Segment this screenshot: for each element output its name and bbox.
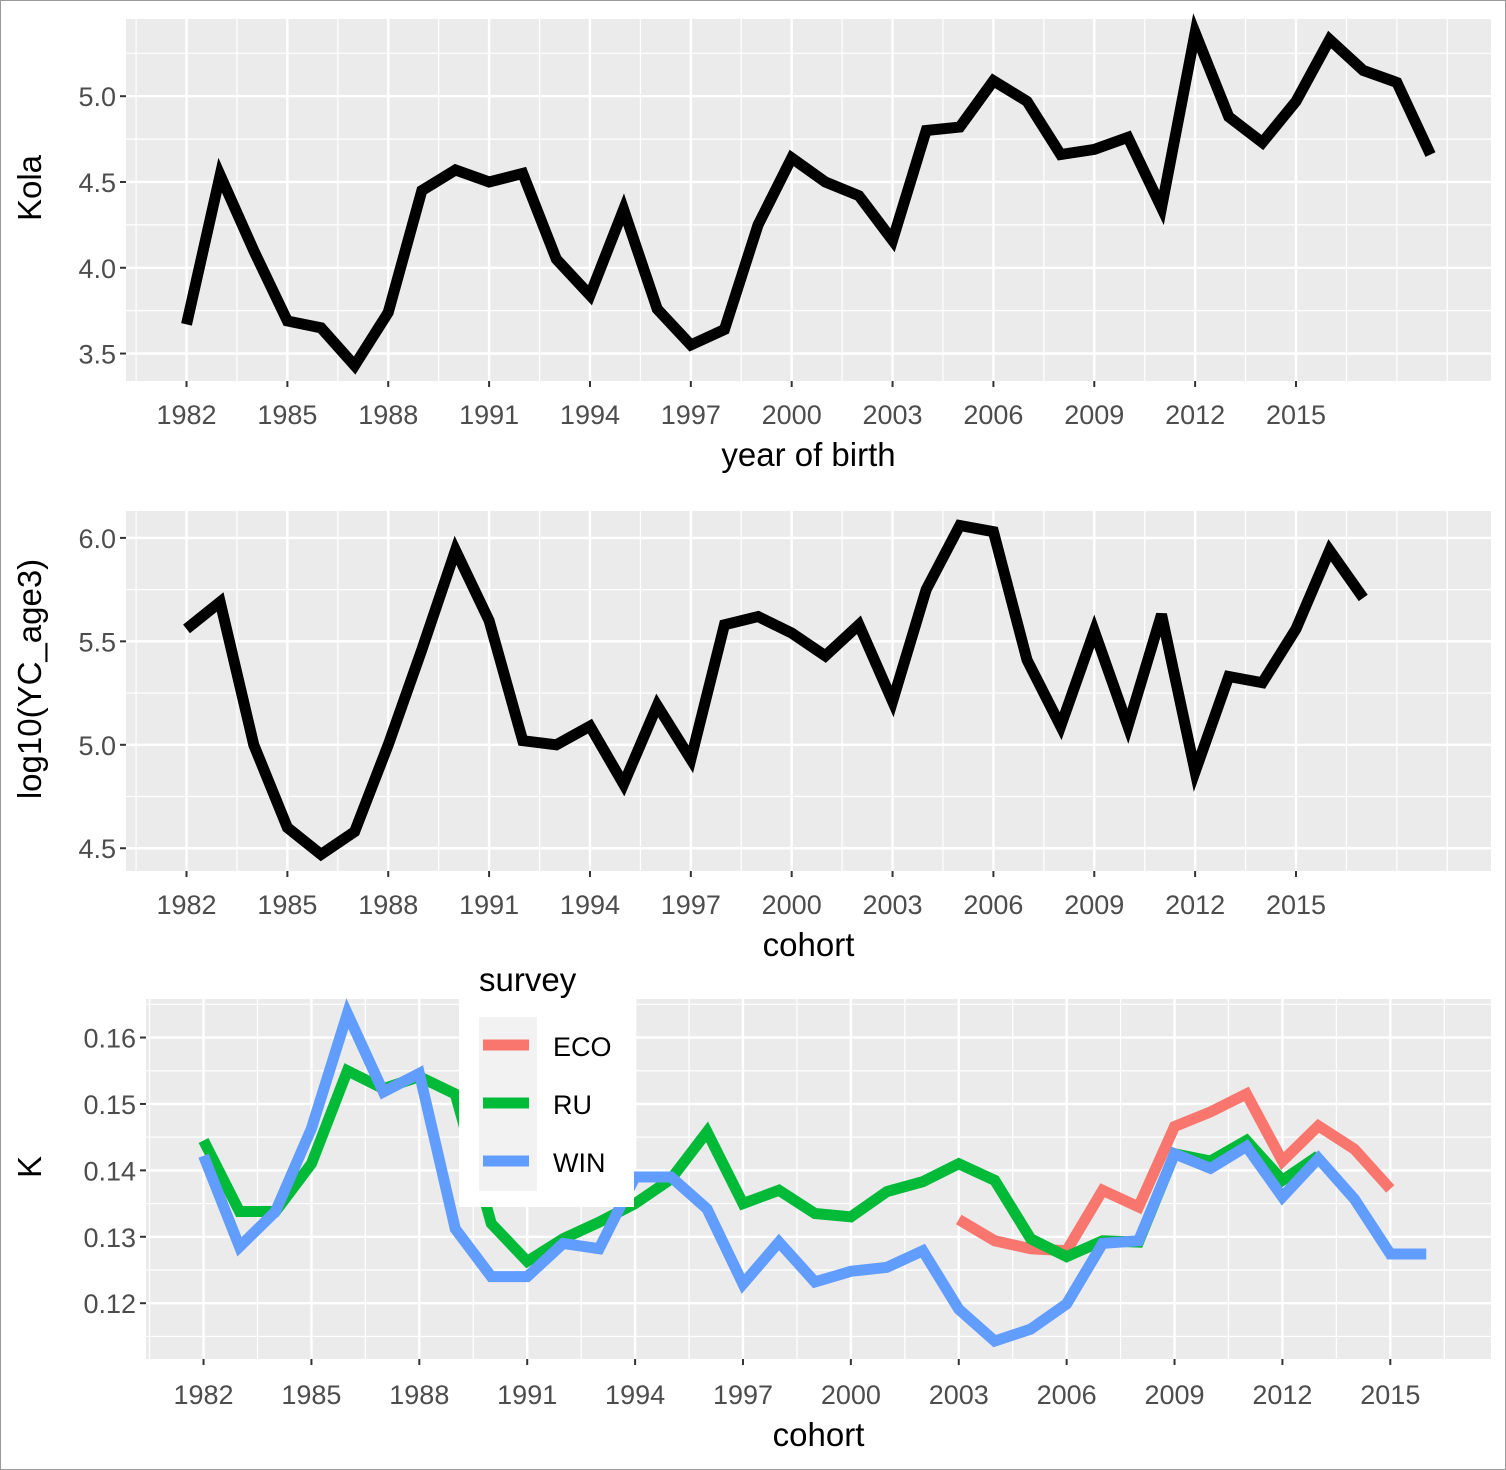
x-tick-label: 2015 — [1266, 400, 1326, 430]
x-tick-label: 1997 — [713, 1380, 773, 1410]
x-tick-label: 1982 — [174, 1380, 234, 1410]
y-tick-label: 5.0 — [78, 731, 116, 761]
y-axis-title: log10(YC_age3) — [11, 559, 48, 799]
x-tick-label: 2003 — [863, 400, 923, 430]
legend-title: survey — [479, 961, 577, 998]
plot-background — [126, 19, 1491, 381]
y-tick-label: 4.5 — [78, 168, 116, 198]
plot-background — [126, 511, 1491, 871]
x-tick-label: 2012 — [1165, 400, 1225, 430]
series-line — [181, 13, 1436, 375]
x-tick-label: 1991 — [459, 890, 519, 920]
x-tick-label: 1988 — [358, 400, 418, 430]
y-axis-title: Kola — [11, 154, 48, 221]
x-tick-label: 2015 — [1266, 890, 1326, 920]
x-axis-title: cohort — [773, 1416, 865, 1453]
x-tick-label: 2006 — [963, 890, 1023, 920]
y-axis-title: K — [11, 1156, 48, 1178]
y-tick-label: 0.12 — [83, 1289, 136, 1319]
x-tick-label: 1994 — [605, 1380, 665, 1410]
x-tick-label: 1991 — [497, 1380, 557, 1410]
x-tick-label: 2012 — [1252, 1380, 1312, 1410]
x-tick-label: 2009 — [1064, 400, 1124, 430]
x-axis-title: year of birth — [721, 436, 895, 473]
legend: survey ECO RU WIN — [459, 961, 634, 1207]
x-tick-label: 1997 — [661, 400, 721, 430]
x-tick-label: 1982 — [156, 400, 216, 430]
x-tick-label: 2003 — [929, 1380, 989, 1410]
x-axis-title: cohort — [763, 926, 855, 963]
x-tick-label: 2006 — [963, 400, 1023, 430]
x-tick-label: 2000 — [762, 890, 822, 920]
x-tick-label: 1994 — [560, 400, 620, 430]
legend-label: RU — [553, 1090, 592, 1120]
y-tick-label: 5.5 — [78, 627, 116, 657]
y-tick-label: 4.5 — [78, 834, 116, 864]
x-tick-label: 2000 — [762, 400, 822, 430]
x-tick-label: 1982 — [156, 890, 216, 920]
x-tick-label: 2006 — [1037, 1380, 1097, 1410]
y-tick-label: 0.14 — [83, 1156, 136, 1186]
x-tick-label: 1985 — [257, 890, 317, 920]
x-tick-label: 1988 — [358, 890, 418, 920]
y-tick-label: 0.13 — [83, 1223, 136, 1253]
x-tick-label: 2012 — [1165, 890, 1225, 920]
y-tick-label: 0.16 — [83, 1024, 136, 1054]
x-tick-label: 1991 — [459, 400, 519, 430]
x-tick-label: 1997 — [661, 890, 721, 920]
y-tick-label: 0.15 — [83, 1090, 136, 1120]
x-tick-label: 2009 — [1064, 890, 1124, 920]
x-tick-label: 1988 — [389, 1380, 449, 1410]
x-tick-label: 1985 — [281, 1380, 341, 1410]
panel-1: 1982 1985 1988 1991 1994 1997 2000 2003 2006 2009… — [11, 13, 1491, 473]
y-tick-label: 3.5 — [78, 340, 116, 370]
series-line — [183, 519, 1368, 862]
y-tick-label: 6.0 — [78, 524, 116, 554]
y-tick-label: 5.0 — [78, 82, 116, 112]
panel-2: 1982 1985 1988 1991 1994 1997 2000 2003 2006 2009… — [11, 511, 1491, 963]
legend-label: ECO — [553, 1032, 612, 1062]
panel-3: 1982 1985 1988 1991 1994 1997 2000 2003 2006 2009… — [11, 961, 1491, 1453]
legend-label: WIN — [553, 1148, 605, 1178]
x-tick-label: 1985 — [257, 400, 317, 430]
x-tick-label: 2000 — [821, 1380, 881, 1410]
x-tick-label: 1994 — [560, 890, 620, 920]
x-tick-label: 2015 — [1360, 1380, 1420, 1410]
y-tick-label: 4.0 — [78, 254, 116, 284]
x-tick-label: 2003 — [863, 890, 923, 920]
x-tick-label: 2009 — [1144, 1380, 1204, 1410]
